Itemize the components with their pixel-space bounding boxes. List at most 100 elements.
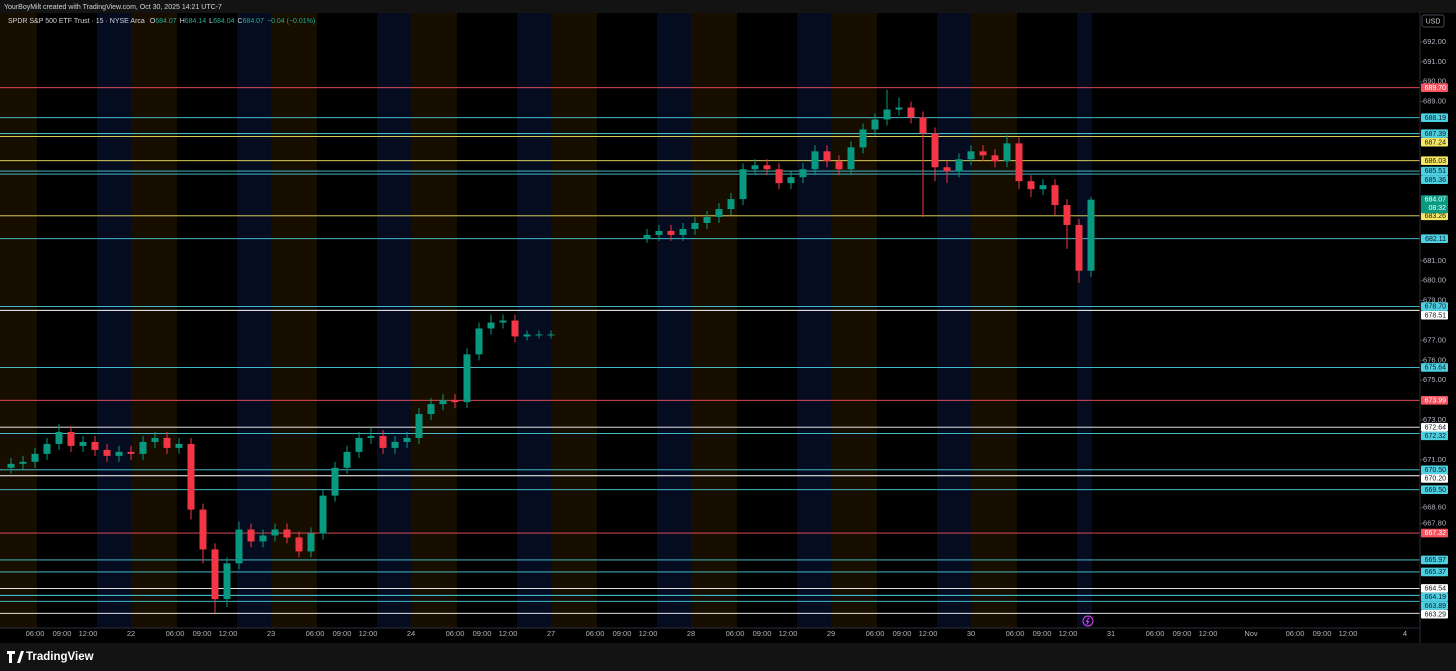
x-tick-label: 12:00 (1339, 629, 1358, 638)
premarket-band (971, 13, 1017, 628)
x-tick-label: 09:00 (613, 629, 632, 638)
x-tick-label: 06:00 (1146, 629, 1165, 638)
candle-body (67, 431, 75, 446)
level-label: 686.03 (1425, 158, 1447, 165)
premarket-band (691, 13, 737, 628)
level-label: 664.54 (1425, 586, 1447, 593)
quote-value: 684.04 (213, 18, 235, 25)
quote-change: −0.04 (−0.01%) (267, 18, 315, 25)
candle-body (331, 467, 339, 496)
candle-body (439, 400, 447, 405)
attribution: YourBoyMilt created with TradingView.com… (4, 4, 222, 11)
candle-body (1039, 185, 1047, 190)
level-label-box (1421, 422, 1448, 432)
candle-body (187, 443, 195, 510)
premarket-band (411, 13, 457, 628)
legend: SPDR S&P 500 ETF Trust · 15 · NYSE Arca O… (8, 18, 315, 25)
premarket-band (831, 13, 877, 628)
x-tick-label: 06:00 (726, 629, 745, 638)
level-label: 663.89 (1425, 603, 1447, 610)
level-label-box (1421, 83, 1448, 92)
candle-body (79, 441, 87, 446)
candle-body (475, 328, 483, 355)
session-bands (0, 13, 1092, 628)
candle-body (235, 529, 243, 564)
level-label-box (1421, 485, 1448, 494)
candle-body (1003, 143, 1011, 162)
symbol: SPDR S&P 500 ETF Trust · 15 · NYSE Arca (8, 18, 145, 25)
candle-body (655, 230, 663, 235)
candle-body (667, 230, 675, 235)
x-tick-label: 09:00 (473, 629, 492, 638)
level-label-box (1421, 211, 1448, 221)
currency[interactable]: USD (1426, 18, 1441, 25)
x-tick-label: 06:00 (26, 629, 45, 638)
y-tick-label: 690.00 (1423, 77, 1446, 86)
level-label-box (1421, 129, 1448, 138)
candle-body (787, 177, 795, 184)
x-tick-label: 12:00 (1059, 629, 1078, 638)
candle-body (391, 441, 399, 448)
candle-body (103, 449, 111, 456)
level-label: 669.50 (1425, 487, 1447, 494)
postmarket-band (937, 13, 971, 628)
countdown: 08:32 (1428, 205, 1446, 212)
y-tick-label: 676.00 (1423, 355, 1446, 364)
candle-body (907, 107, 915, 118)
candle-body (403, 437, 411, 442)
candle-body (1075, 224, 1083, 271)
candle-body (643, 234, 651, 239)
candle-body (1051, 185, 1059, 206)
level-label: 687.39 (1425, 131, 1447, 138)
candle-body (691, 222, 699, 229)
x-tick-label: 27 (547, 629, 555, 638)
candle-body (883, 109, 891, 120)
candle-body (1063, 205, 1071, 225)
candle-body (547, 334, 555, 336)
level-label: 663.29 (1425, 611, 1447, 618)
y-tick-label: 668.60 (1423, 503, 1446, 512)
x-tick-label: 06:00 (1286, 629, 1305, 638)
level-label: 665.97 (1425, 557, 1447, 564)
level-label: 689.70 (1425, 85, 1447, 92)
premarket-band (551, 13, 597, 628)
x-tick-label: 12:00 (499, 629, 518, 638)
postmarket-band (237, 13, 271, 628)
postmarket-band (797, 13, 831, 628)
candle-body (271, 529, 279, 536)
y-tick-label: 681.00 (1423, 256, 1446, 265)
candle-body (1087, 199, 1095, 271)
postmarket-band (377, 13, 411, 628)
level-label: 672.64 (1425, 424, 1447, 431)
x-tick-label: 12:00 (779, 629, 798, 638)
level-label-box (1421, 396, 1448, 405)
x-tick-label: 12:00 (639, 629, 658, 638)
quote-value: 684.07 (243, 18, 265, 25)
candle-body (835, 161, 843, 170)
candle-body (379, 435, 387, 448)
y-tick-label: 689.00 (1423, 97, 1446, 106)
level-label: 675.64 (1425, 365, 1447, 372)
candle-body (259, 535, 267, 542)
currency-button[interactable] (1421, 14, 1445, 28)
quote-value: 684.07 (155, 18, 177, 25)
candle-body (679, 228, 687, 235)
brand: TradingView (26, 651, 94, 663)
candle-body (823, 151, 831, 162)
quote-key: C (238, 18, 243, 25)
candle-body (19, 461, 27, 464)
x-tick-label: 06:00 (166, 629, 185, 638)
level-label: 664.19 (1425, 594, 1447, 601)
x-tick-label: 31 (1107, 629, 1115, 638)
x-tick-label: 29 (827, 629, 835, 638)
event-icon[interactable] (1082, 615, 1094, 627)
premarket-band (131, 13, 177, 628)
candle-body (751, 165, 759, 170)
last-price-box (1421, 195, 1448, 214)
level-label: 685.36 (1425, 177, 1447, 184)
candle-body (283, 529, 291, 538)
candle-body (223, 563, 231, 600)
level-label-box (1421, 156, 1448, 165)
